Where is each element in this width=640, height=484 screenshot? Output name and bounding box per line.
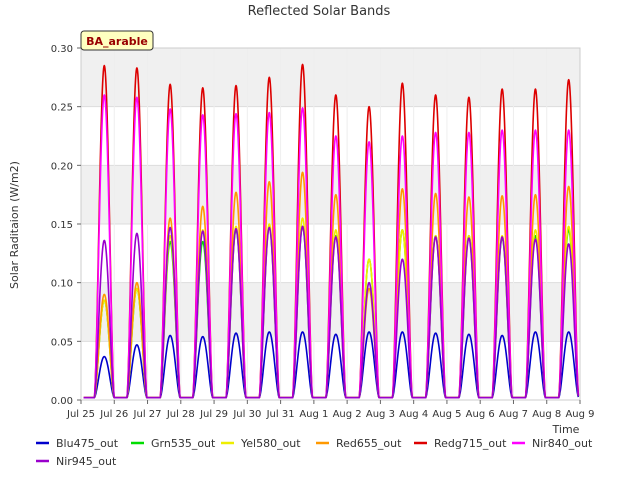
y-tick-label: 0.05 [51, 337, 73, 348]
y-tick-label: 0.20 [51, 161, 73, 172]
x-tick-label: Jul 28 [166, 409, 195, 420]
legend-label: Redg715_out [434, 437, 507, 450]
legend-item: Nir840_out [512, 437, 593, 450]
legend-label: Red655_out [336, 437, 402, 450]
legend-label: Blu475_out [56, 437, 119, 450]
legend-label: Nir945_out [56, 455, 117, 468]
x-axis-label: Time [552, 423, 580, 436]
x-tick-label: Aug 1 [299, 409, 328, 420]
legend-item: Redg715_out [414, 437, 507, 450]
x-tick-label: Jul 27 [133, 409, 162, 420]
y-axis-ticks: 0.00 0.05 0.10 0.15 0.20 0.25 0.30 [51, 44, 81, 407]
x-tick-label: Aug 8 [532, 409, 561, 420]
y-tick-label: 0.25 [51, 103, 73, 114]
x-tick-label: Jul 31 [266, 409, 295, 420]
legend-label: Grn535_out [151, 437, 216, 450]
legend-item: Yel580_out [221, 437, 301, 450]
legend-item: Nir945_out [36, 455, 117, 468]
x-tick-label: Jul 25 [66, 409, 95, 420]
legend: Blu475_out Grn535_out Yel580_out Red655_out… [36, 437, 593, 468]
legend-item: Grn535_out [131, 437, 216, 450]
annotation-label: BA_arable [86, 35, 148, 48]
y-tick-label: 0.30 [51, 44, 73, 55]
y-tick-label: 0.00 [51, 396, 73, 407]
chart-title: Reflected Solar Bands [248, 4, 391, 19]
series-line-nir840-out [83, 94, 580, 399]
annotation-box: BA_arable [80, 30, 154, 51]
x-axis-ticks: Jul 25 Jul 26 Jul 27 Jul 28 Jul 29 Jul 30 Jul … [66, 400, 595, 420]
legend-label: Nir840_out [532, 437, 593, 450]
x-tick-label: Aug 3 [366, 409, 395, 420]
legend-label: Yel580_out [240, 437, 301, 450]
x-tick-label: Aug 7 [499, 409, 528, 420]
x-tick-label: Jul 26 [99, 409, 128, 420]
y-tick-label: 0.15 [51, 220, 73, 231]
x-tick-label: Jul 29 [199, 409, 228, 420]
background-band [81, 48, 580, 107]
series-lines [83, 63, 580, 399]
legend-item: Blu475_out [36, 437, 119, 450]
y-axis-label: Solar Raditaion (W/m2) [8, 161, 21, 289]
x-tick-label: Aug 4 [399, 409, 428, 420]
x-tick-label: Aug 6 [466, 409, 495, 420]
y-tick-label: 0.10 [51, 279, 73, 290]
series-line-blu475-out [83, 331, 580, 399]
legend-item: Red655_out [316, 437, 402, 450]
x-tick-label: Aug 2 [333, 409, 362, 420]
x-tick-label: Aug 5 [432, 409, 461, 420]
x-tick-label: Jul 30 [232, 409, 261, 420]
series-line-nir945-out [83, 225, 580, 399]
x-tick-label: Aug 9 [565, 409, 594, 420]
